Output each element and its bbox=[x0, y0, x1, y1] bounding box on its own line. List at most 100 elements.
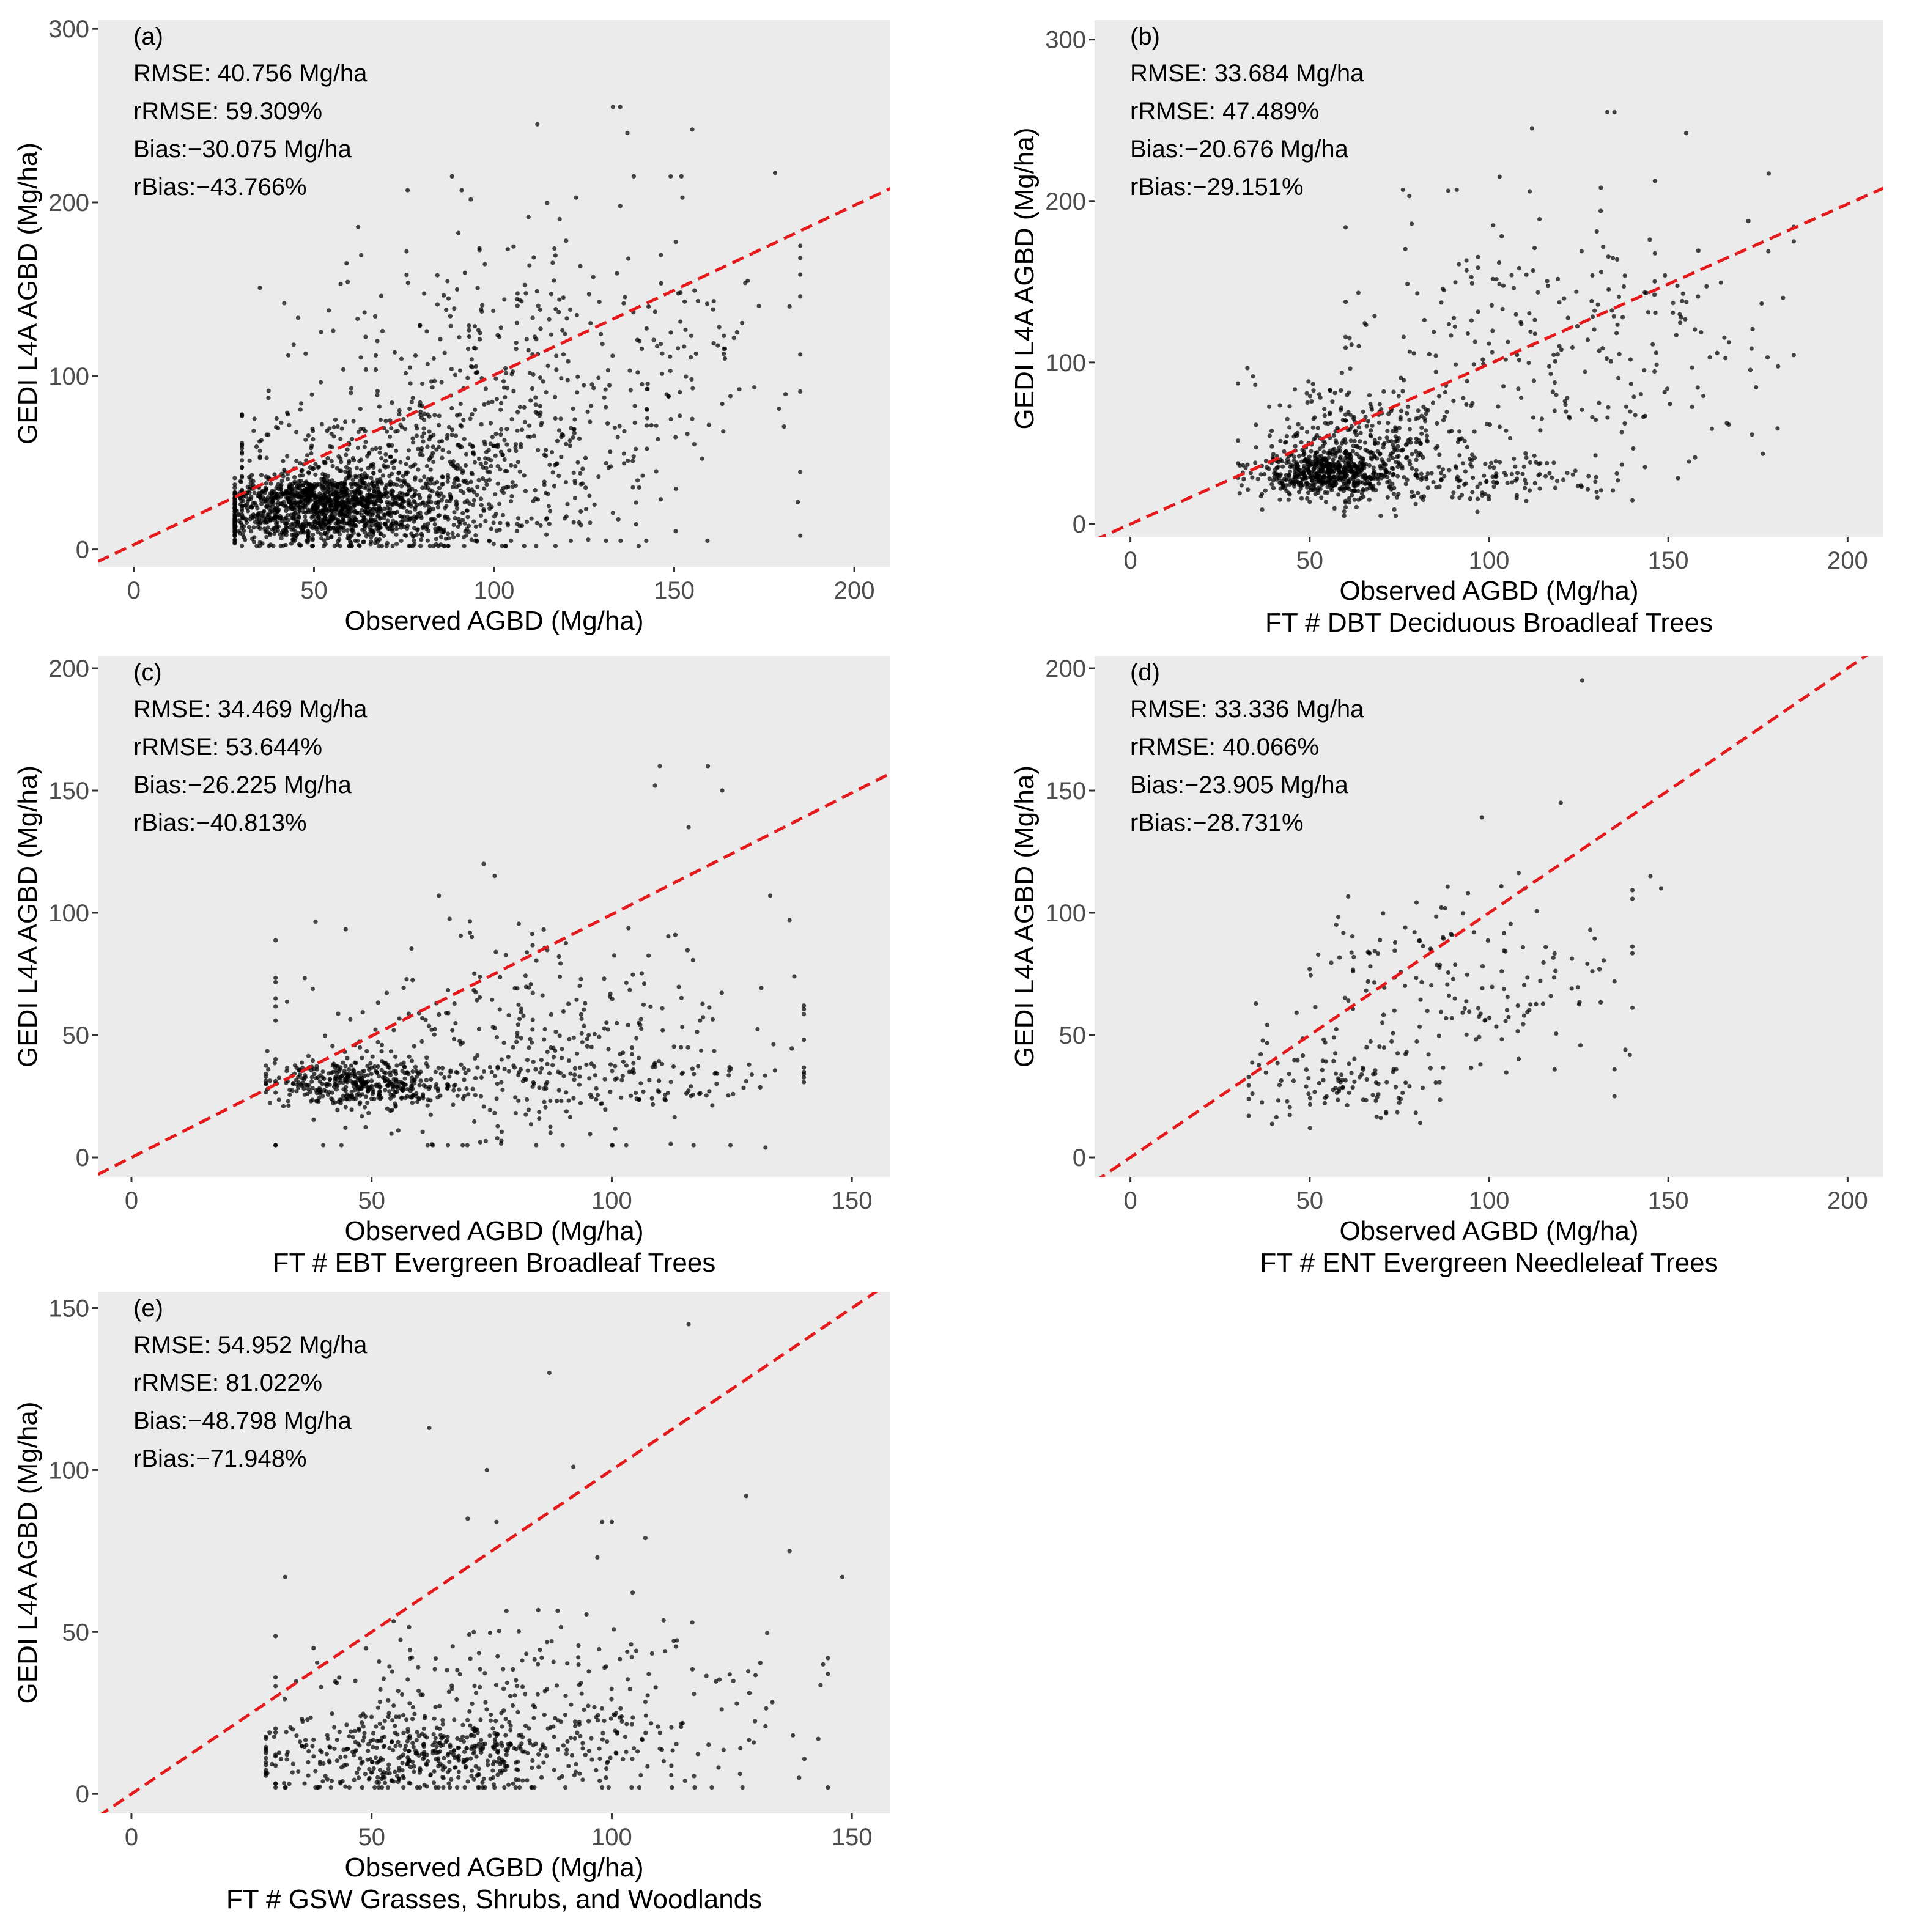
data-point bbox=[534, 544, 539, 548]
data-point bbox=[544, 532, 549, 537]
data-point bbox=[479, 1075, 484, 1080]
data-point bbox=[1450, 495, 1455, 500]
data-point bbox=[405, 470, 410, 475]
data-point bbox=[404, 533, 408, 538]
data-point bbox=[444, 499, 449, 504]
data-point bbox=[449, 1777, 454, 1782]
data-point bbox=[1441, 418, 1446, 422]
data-point bbox=[388, 454, 393, 459]
data-point bbox=[404, 273, 409, 278]
data-point bbox=[345, 279, 350, 284]
data-point bbox=[446, 987, 451, 993]
data-point bbox=[483, 386, 489, 391]
data-point bbox=[352, 489, 357, 494]
data-point bbox=[560, 1055, 564, 1060]
data-point bbox=[411, 440, 416, 445]
data-point bbox=[1300, 476, 1305, 481]
data-point bbox=[1254, 422, 1258, 427]
data-point bbox=[534, 958, 539, 963]
data-point bbox=[302, 530, 307, 535]
data-point bbox=[530, 943, 535, 948]
data-point bbox=[1704, 284, 1709, 289]
points-layer bbox=[264, 1322, 845, 1790]
data-point bbox=[516, 1002, 521, 1007]
data-point bbox=[1340, 1085, 1345, 1090]
data-point bbox=[322, 544, 327, 548]
data-point bbox=[567, 443, 572, 448]
stat-annotation: rBias:−28.731% bbox=[1130, 809, 1304, 836]
x-axis-title: Observed AGBD (Mg/ha) bbox=[1339, 1216, 1638, 1246]
data-point bbox=[680, 1070, 685, 1075]
data-point bbox=[472, 971, 477, 976]
data-point bbox=[394, 532, 399, 537]
data-point bbox=[668, 330, 673, 335]
data-point bbox=[696, 1064, 701, 1069]
data-point bbox=[1418, 441, 1424, 446]
data-point bbox=[1416, 408, 1421, 413]
data-point bbox=[379, 1049, 384, 1054]
data-point bbox=[648, 1004, 653, 1009]
data-point bbox=[1557, 344, 1562, 349]
data-point bbox=[1403, 1080, 1408, 1085]
data-point bbox=[577, 1082, 582, 1087]
data-point bbox=[504, 427, 509, 432]
data-point bbox=[316, 465, 322, 470]
data-point bbox=[1331, 1058, 1336, 1063]
data-point bbox=[240, 487, 245, 492]
data-point bbox=[1395, 464, 1400, 470]
data-point bbox=[1318, 468, 1323, 473]
data-point bbox=[542, 482, 547, 487]
data-point bbox=[543, 1105, 548, 1110]
data-point bbox=[513, 1111, 518, 1116]
data-point bbox=[1414, 1039, 1419, 1044]
data-point bbox=[691, 1143, 696, 1148]
data-point bbox=[1265, 1041, 1269, 1045]
data-point bbox=[372, 506, 377, 511]
data-point bbox=[1611, 256, 1616, 260]
data-point bbox=[329, 431, 334, 437]
data-point bbox=[1538, 461, 1543, 466]
data-point bbox=[257, 495, 262, 500]
data-point bbox=[1343, 418, 1348, 423]
data-point bbox=[469, 357, 475, 362]
data-point bbox=[482, 262, 487, 267]
data-point bbox=[1458, 478, 1463, 483]
data-point bbox=[672, 1115, 677, 1120]
data-point bbox=[740, 320, 745, 325]
data-point bbox=[297, 492, 302, 496]
data-point bbox=[1611, 488, 1616, 493]
data-point bbox=[1376, 420, 1382, 425]
data-point bbox=[1375, 951, 1381, 956]
data-point bbox=[1333, 1051, 1338, 1056]
data-point bbox=[1516, 386, 1521, 391]
data-point bbox=[1683, 317, 1688, 322]
data-point bbox=[1291, 458, 1296, 463]
data-point bbox=[251, 482, 256, 488]
data-point bbox=[1494, 277, 1499, 282]
data-point bbox=[310, 426, 315, 432]
data-point bbox=[577, 1074, 582, 1079]
data-point bbox=[1357, 1075, 1362, 1080]
data-point bbox=[300, 1060, 305, 1065]
data-point bbox=[1480, 986, 1485, 990]
stat-annotation: rBias:−43.766% bbox=[133, 174, 307, 201]
data-point bbox=[612, 425, 617, 430]
data-point bbox=[345, 514, 350, 519]
data-point bbox=[289, 512, 294, 517]
data-point bbox=[418, 410, 423, 415]
data-point bbox=[624, 1143, 629, 1148]
data-point bbox=[460, 518, 465, 523]
data-point bbox=[470, 1086, 475, 1091]
data-point bbox=[660, 351, 665, 356]
data-point bbox=[339, 1074, 344, 1078]
data-point bbox=[402, 1076, 407, 1081]
data-point bbox=[608, 464, 613, 469]
data-point bbox=[398, 522, 404, 527]
data-point bbox=[1350, 1085, 1355, 1090]
data-point bbox=[1532, 481, 1537, 486]
data-point bbox=[1351, 954, 1356, 959]
panel-label: (d) bbox=[1130, 659, 1160, 686]
data-point bbox=[564, 1109, 569, 1114]
data-point bbox=[1421, 943, 1425, 948]
